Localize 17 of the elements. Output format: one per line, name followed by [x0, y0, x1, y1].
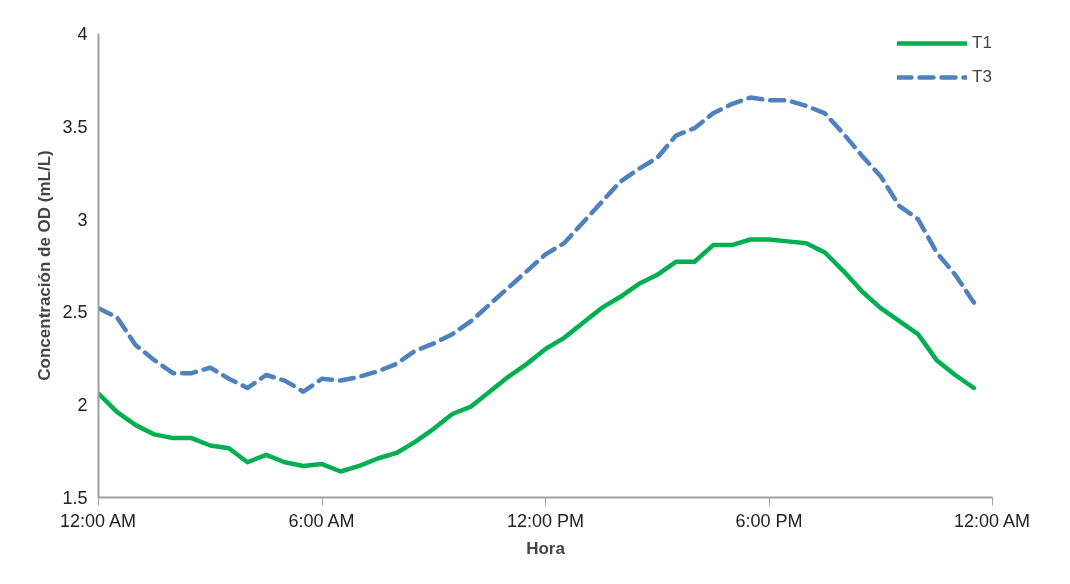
y-tick-label: 2 — [77, 395, 88, 416]
y-tick-label: 2.5 — [62, 302, 88, 323]
x-tick-label: 6:00 AM — [288, 510, 355, 531]
legend-label: T1 — [972, 33, 992, 53]
y-tick-label: 1.5 — [62, 488, 88, 508]
y-axis-title: Concentración de OD (mL/L) — [35, 150, 55, 381]
x-axis-title: Hora — [526, 538, 566, 558]
y-tick-label: 4 — [77, 24, 88, 44]
line-series — [98, 95, 977, 394]
line-series — [98, 237, 977, 474]
y-tick-label: 3 — [77, 209, 88, 230]
x-tick-label: 12:00 AM — [953, 510, 1031, 531]
x-tick-label: 12:00 PM — [506, 510, 585, 531]
x-tick-label: 6:00 PM — [735, 510, 803, 531]
legend-label: T3 — [972, 67, 992, 87]
y-tick-label: 3.5 — [62, 116, 88, 137]
x-tick-label: 12:00 AM — [59, 510, 137, 531]
